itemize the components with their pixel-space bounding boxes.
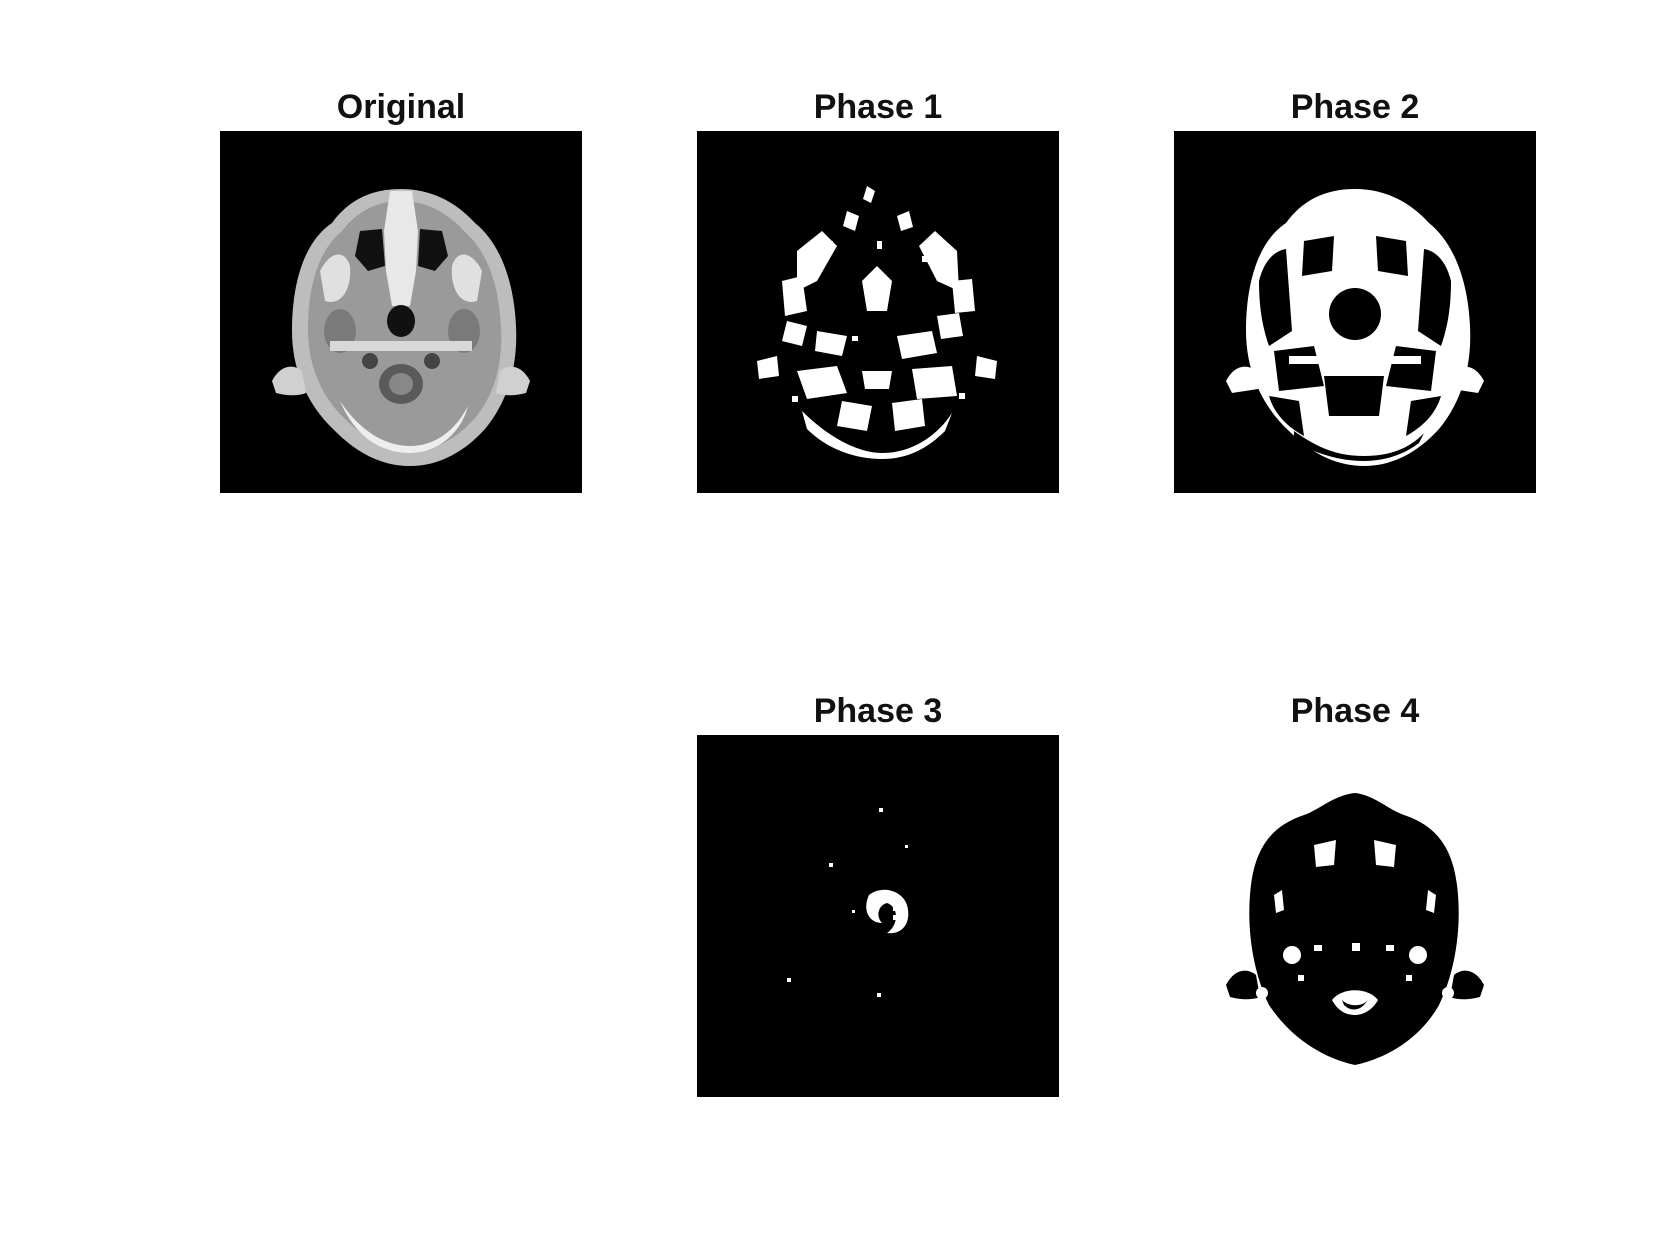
original-mri-image [220,131,582,493]
phase-4-mask-image [1174,735,1536,1097]
panel-title-phase-3: Phase 3 [813,692,943,730]
panel-title-original: Original [336,88,466,126]
panel-title-phase-1: Phase 1 [813,88,943,126]
panel-title-phase-4: Phase 4 [1290,692,1420,730]
phase-2-mask-image [1174,131,1536,493]
phase-3-mask-image [697,735,1059,1097]
phase-1-mask-image [697,131,1059,493]
panel-title-phase-2: Phase 2 [1290,88,1420,126]
